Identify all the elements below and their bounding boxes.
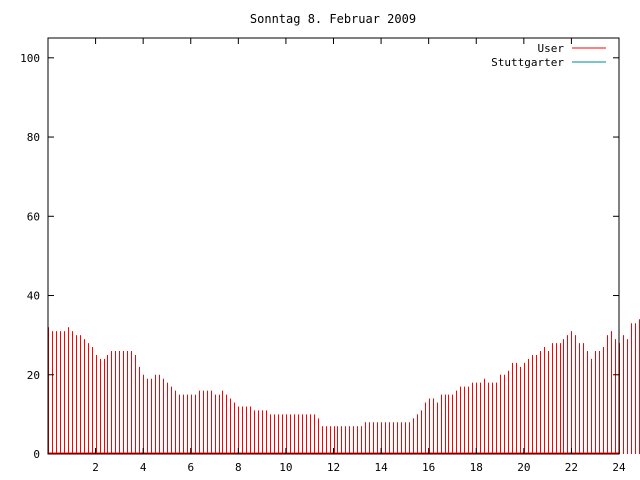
x-tick-label: 8: [235, 461, 242, 474]
x-axis: 2 4 6 8 10 12 14 16 18 20 22 24: [92, 38, 626, 474]
y-tick-label: 0: [33, 448, 40, 461]
x-tick-label: 24: [612, 461, 626, 474]
x-tick-label: 6: [187, 461, 194, 474]
plot-frame: [47, 37, 620, 455]
x-tick-label: 10: [279, 461, 292, 474]
x-tick-label: 16: [422, 461, 435, 474]
y-axis: 0 20 40 60 80 100: [20, 52, 619, 461]
x-tick-label: 2: [92, 461, 99, 474]
y-tick-label: 100: [20, 52, 40, 65]
x-tick-label: 14: [374, 461, 388, 474]
y-tick-label: 40: [27, 290, 40, 303]
series-user-bars: [48, 319, 640, 454]
y-tick-label: 60: [27, 210, 40, 223]
x-tick-label: 12: [327, 461, 340, 474]
chart-title: Sonntag 8. Februar 2009: [250, 12, 416, 26]
y-tick-label: 80: [27, 131, 40, 144]
x-tick-label: 20: [517, 461, 530, 474]
x-tick-label: 22: [565, 461, 578, 474]
y-tick-label: 20: [27, 369, 40, 382]
x-tick-label: 4: [140, 461, 147, 474]
legend-label-user: User: [538, 42, 565, 55]
legend: User Stuttgarter: [491, 42, 606, 69]
x-tick-label: 18: [470, 461, 483, 474]
legend-label-stuttgarter: Stuttgarter: [491, 56, 564, 69]
